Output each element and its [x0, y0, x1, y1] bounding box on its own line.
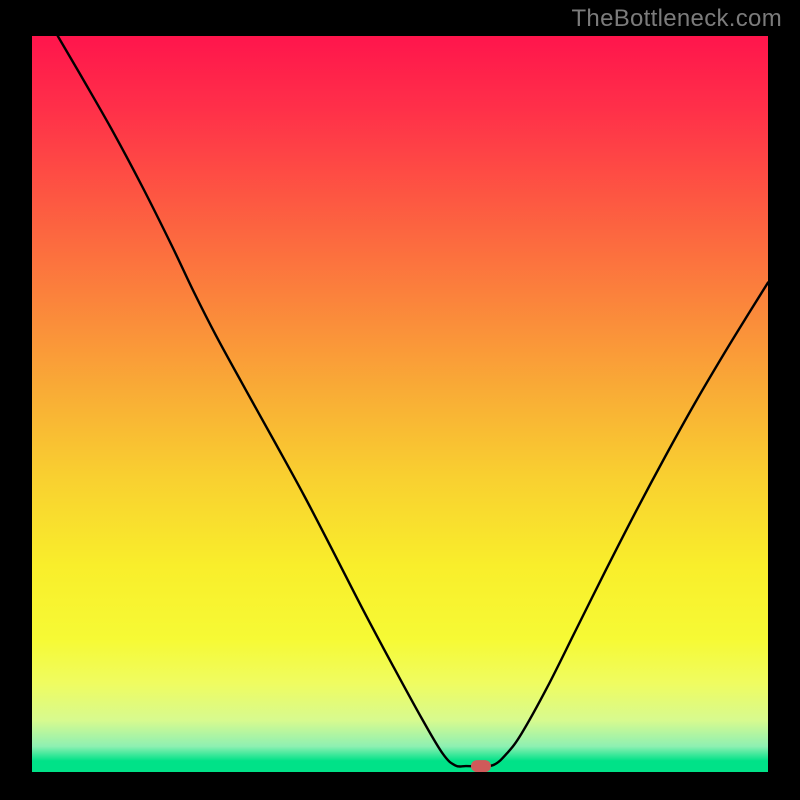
plot-area: [32, 36, 768, 772]
attribution-text: TheBottleneck.com: [571, 5, 782, 33]
stage: TheBottleneck.com: [0, 0, 800, 800]
bottleneck-curve: [32, 36, 768, 772]
